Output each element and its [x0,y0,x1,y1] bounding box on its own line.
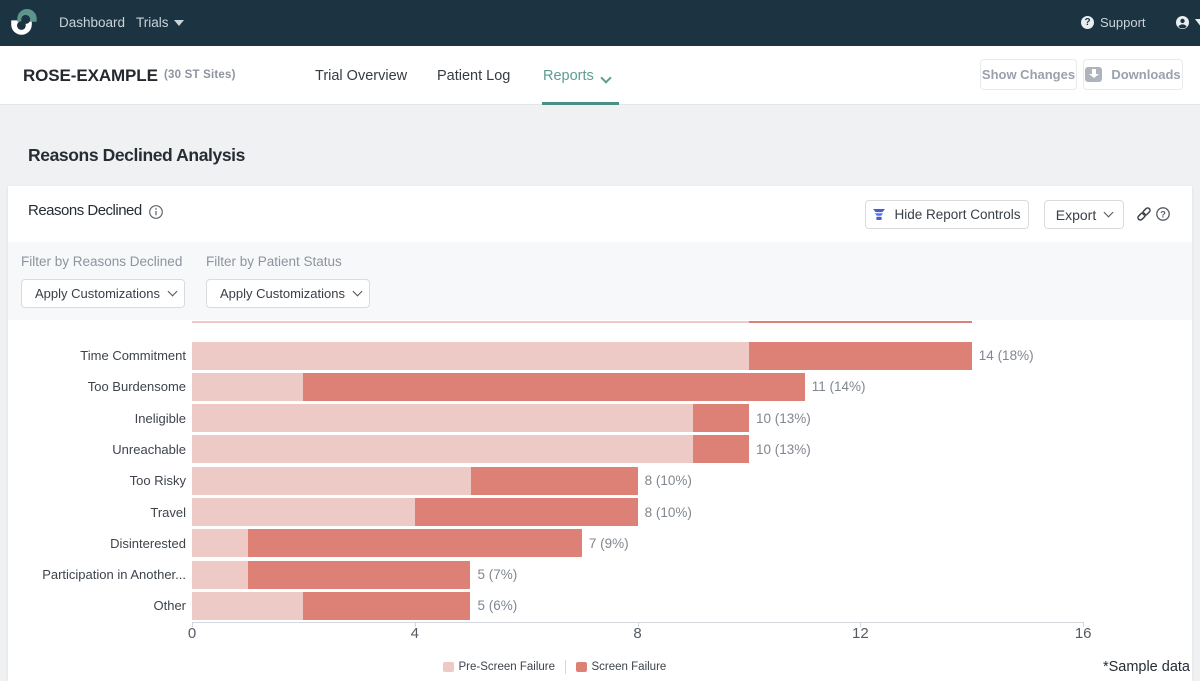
svg-text:?: ? [1160,209,1166,219]
